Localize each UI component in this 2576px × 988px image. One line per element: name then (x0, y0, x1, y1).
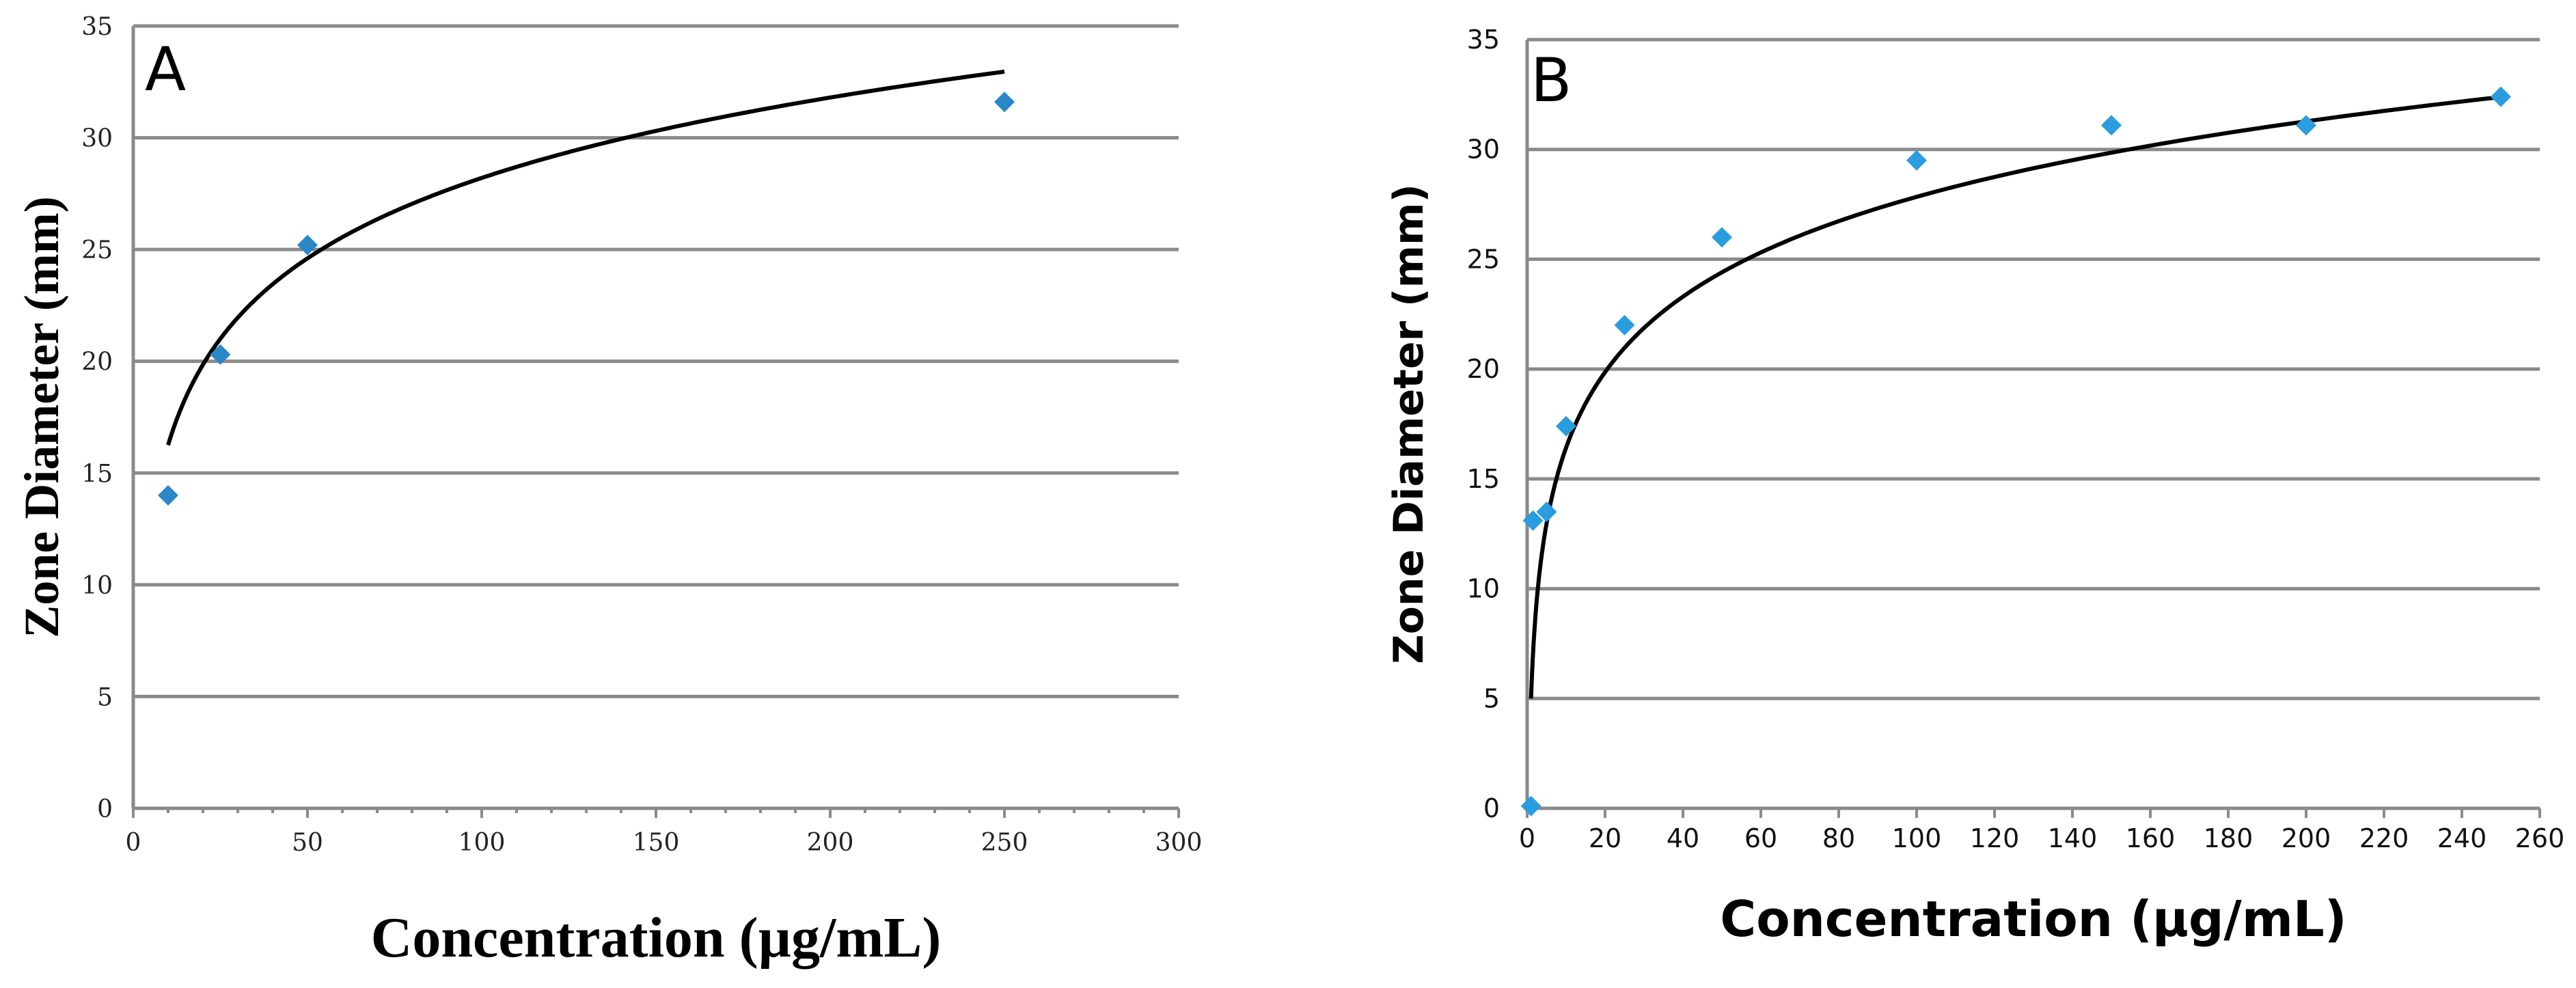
data-point (2491, 86, 2511, 107)
x-tick-label: 60 (1744, 823, 1777, 853)
x-tick-label: 100 (458, 829, 506, 857)
x-tick-label: 240 (2437, 823, 2487, 853)
x-tick-label: 220 (2359, 823, 2409, 853)
data-point (297, 234, 318, 256)
y-tick-label: 15 (1467, 464, 1500, 494)
x-tick-label: 180 (2204, 823, 2253, 853)
y-tick-label: 10 (81, 572, 113, 600)
y-tick-label: 0 (1483, 793, 1500, 823)
data-point (2296, 115, 2316, 136)
x-tick-label: 100 (1892, 823, 1942, 853)
y-tick-label: 0 (97, 795, 113, 823)
y-tick-label: 25 (1467, 244, 1500, 274)
data-point (994, 92, 1015, 113)
data-point (1520, 795, 1542, 817)
x-tick-label: 260 (2515, 823, 2565, 853)
data-point (1906, 150, 1927, 171)
x-tick-label: 80 (1822, 823, 1855, 853)
chart-panel-a: 0 5 10 15 20 25 30 35 0 50 100 150 200 250 300 A Concent… (14, 13, 1202, 970)
x-tick-label: 200 (2282, 823, 2331, 853)
panel-label: B (1531, 45, 1572, 115)
data-point (158, 485, 178, 506)
y-tick-label: 35 (81, 13, 113, 41)
data-point (1522, 510, 1544, 531)
data-point (1614, 314, 1635, 335)
y-axis-label: Zone Diameter (mm) (14, 196, 69, 637)
data-point (210, 344, 231, 365)
y-tick-label: 20 (1467, 354, 1500, 384)
data-point (1536, 502, 1557, 523)
x-tick-label: 120 (1970, 823, 2020, 853)
x-tick-label: 50 (292, 829, 323, 857)
y-tick-label: 35 (1467, 25, 1500, 55)
x-tick-label: 150 (633, 829, 680, 857)
x-tick-label: 0 (1519, 823, 1535, 853)
data-point (2101, 115, 2122, 136)
y-tick-label: 20 (81, 348, 113, 376)
y-tick-label: 30 (1467, 135, 1500, 165)
x-tick-label: 250 (981, 829, 1028, 857)
x-tick-label: 200 (807, 829, 854, 857)
y-tick-label: 25 (81, 236, 113, 264)
y-tick-label: 5 (97, 683, 113, 711)
x-tick-label: 40 (1667, 823, 1699, 853)
x-axis-label: Concentration (µg/mL) (1720, 890, 2346, 948)
trendline (166, 69, 1005, 446)
x-axis-label: Concentration (µg/mL) (371, 906, 942, 970)
x-tick-label: 140 (2048, 823, 2098, 853)
y-axis-label: Zone Diameter (mm) (1385, 184, 1433, 664)
y-tick-label: 10 (1467, 574, 1500, 604)
data-point (1712, 227, 1732, 248)
y-tick-label: 15 (81, 460, 113, 488)
chart-panel-b: 0 5 10 15 20 25 30 35 0 20 40 60 80 100 120 140 160 180 20… (1385, 25, 2564, 948)
x-tick-label: 300 (1155, 829, 1203, 857)
x-tick-label: 0 (126, 829, 141, 857)
x-tick-label: 160 (2126, 823, 2176, 853)
y-tick-label: 30 (81, 125, 113, 153)
trendline (1529, 95, 2502, 699)
data-point (1556, 415, 1576, 437)
x-tick-label: 20 (1589, 823, 1621, 853)
y-tick-label: 5 (1483, 683, 1500, 713)
panel-label: A (145, 34, 186, 105)
